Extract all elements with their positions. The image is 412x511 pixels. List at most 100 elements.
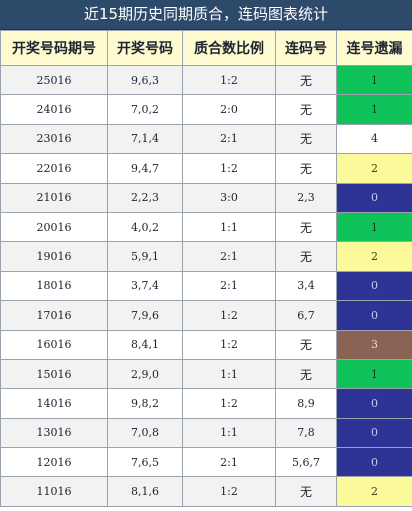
miss-cell: 2 <box>336 153 412 184</box>
table-row: 15016 2,9,0 1:1 无 1 <box>0 358 412 390</box>
ratio-cell: 1:1 <box>182 417 276 449</box>
consec-cell: 6,7 <box>275 300 337 331</box>
period-cell: 16016 <box>0 329 108 360</box>
table-row: 11016 8,1,6 1:2 无 2 <box>0 476 412 507</box>
miss-cell: 0 <box>336 388 412 419</box>
miss-cell: 0 <box>336 417 412 449</box>
consec-cell: 7,8 <box>275 417 337 449</box>
table-row: 25016 9,6,3 1:2 无 1 <box>0 64 412 96</box>
ratio-cell: 2:1 <box>182 123 276 155</box>
miss-cell: 2 <box>336 241 412 272</box>
ratio-cell: 1:1 <box>182 211 276 243</box>
period-cell: 15016 <box>0 358 108 390</box>
ratio-cell: 3:0 <box>182 182 276 213</box>
ratio-cell: 2:0 <box>182 94 276 125</box>
table-row: 13016 7,0,8 1:1 7,8 0 <box>0 417 412 449</box>
miss-cell: 1 <box>336 64 412 96</box>
period-cell: 23016 <box>0 123 108 155</box>
header-consec: 连码号 <box>275 30 337 66</box>
consec-cell: 5,6,7 <box>275 447 337 478</box>
numbers-cell: 2,2,3 <box>107 182 183 213</box>
period-cell: 11016 <box>0 476 108 507</box>
table-body: 25016 9,6,3 1:2 无 1 24016 7,0,2 2:0 无 1 23016 7,1,4… <box>0 64 412 507</box>
ratio-cell: 1:2 <box>182 476 276 507</box>
table-row: 17016 7,9,6 1:2 6,7 0 <box>0 300 412 331</box>
table-row: 14016 9,8,2 1:2 8,9 0 <box>0 388 412 419</box>
consec-cell: 无 <box>275 211 337 243</box>
consec-cell: 8,9 <box>275 388 337 419</box>
numbers-cell: 3,7,4 <box>107 270 183 302</box>
consec-cell: 无 <box>275 123 337 155</box>
miss-cell: 0 <box>336 447 412 478</box>
table-row: 21016 2,2,3 3:0 2,3 0 <box>0 182 412 213</box>
consec-cell: 无 <box>275 64 337 96</box>
consec-cell: 无 <box>275 153 337 184</box>
miss-cell: 2 <box>336 476 412 507</box>
miss-cell: 1 <box>336 358 412 390</box>
table-row: 20016 4,0,2 1:1 无 1 <box>0 211 412 243</box>
numbers-cell: 9,8,2 <box>107 388 183 419</box>
numbers-cell: 7,6,5 <box>107 447 183 478</box>
numbers-cell: 9,6,3 <box>107 64 183 96</box>
numbers-cell: 7,0,8 <box>107 417 183 449</box>
header-row: 开奖号码期号 开奖号码 质合数比例 连码号 连号遗漏 <box>0 30 412 66</box>
stats-table: 开奖号码期号 开奖号码 质合数比例 连码号 连号遗漏 25016 9,6,3 1:2… <box>0 30 412 507</box>
ratio-cell: 2:1 <box>182 270 276 302</box>
consec-cell: 无 <box>275 476 337 507</box>
table-row: 16016 8,4,1 1:2 无 3 <box>0 329 412 360</box>
period-cell: 13016 <box>0 417 108 449</box>
ratio-cell: 1:2 <box>182 388 276 419</box>
period-cell: 17016 <box>0 300 108 331</box>
period-cell: 24016 <box>0 94 108 125</box>
miss-cell: 0 <box>336 270 412 302</box>
period-cell: 18016 <box>0 270 108 302</box>
consec-cell: 无 <box>275 241 337 272</box>
consec-cell: 无 <box>275 358 337 390</box>
header-miss: 连号遗漏 <box>336 30 412 66</box>
numbers-cell: 8,4,1 <box>107 329 183 360</box>
miss-cell: 0 <box>336 182 412 213</box>
ratio-cell: 2:1 <box>182 241 276 272</box>
consec-cell: 3,4 <box>275 270 337 302</box>
numbers-cell: 7,0,2 <box>107 94 183 125</box>
table-row: 12016 7,6,5 2:1 5,6,7 0 <box>0 447 412 478</box>
period-cell: 25016 <box>0 64 108 96</box>
header-ratio: 质合数比例 <box>182 30 276 66</box>
consec-cell: 2,3 <box>275 182 337 213</box>
ratio-cell: 1:1 <box>182 358 276 390</box>
ratio-cell: 1:2 <box>182 153 276 184</box>
miss-cell: 3 <box>336 329 412 360</box>
period-cell: 19016 <box>0 241 108 272</box>
period-cell: 20016 <box>0 211 108 243</box>
ratio-cell: 1:2 <box>182 300 276 331</box>
ratio-cell: 1:2 <box>182 64 276 96</box>
numbers-cell: 2,9,0 <box>107 358 183 390</box>
ratio-cell: 2:1 <box>182 447 276 478</box>
numbers-cell: 4,0,2 <box>107 211 183 243</box>
numbers-cell: 8,1,6 <box>107 476 183 507</box>
consec-cell: 无 <box>275 329 337 360</box>
period-cell: 21016 <box>0 182 108 213</box>
period-cell: 12016 <box>0 447 108 478</box>
period-cell: 22016 <box>0 153 108 184</box>
numbers-cell: 7,9,6 <box>107 300 183 331</box>
numbers-cell: 7,1,4 <box>107 123 183 155</box>
period-cell: 14016 <box>0 388 108 419</box>
ratio-cell: 1:2 <box>182 329 276 360</box>
miss-cell: 1 <box>336 94 412 125</box>
miss-cell: 0 <box>336 300 412 331</box>
table-row: 19016 5,9,1 2:1 无 2 <box>0 241 412 272</box>
table-row: 23016 7,1,4 2:1 无 4 <box>0 123 412 155</box>
table-row: 24016 7,0,2 2:0 无 1 <box>0 94 412 125</box>
consec-cell: 无 <box>275 94 337 125</box>
miss-cell: 4 <box>336 123 412 155</box>
miss-cell: 1 <box>336 211 412 243</box>
numbers-cell: 9,4,7 <box>107 153 183 184</box>
header-period: 开奖号码期号 <box>0 30 108 66</box>
header-numbers: 开奖号码 <box>107 30 183 66</box>
table-row: 22016 9,4,7 1:2 无 2 <box>0 153 412 184</box>
numbers-cell: 5,9,1 <box>107 241 183 272</box>
page-title: 近15期历史同期质合，连码图表统计 <box>0 0 412 30</box>
table-row: 18016 3,7,4 2:1 3,4 0 <box>0 270 412 302</box>
